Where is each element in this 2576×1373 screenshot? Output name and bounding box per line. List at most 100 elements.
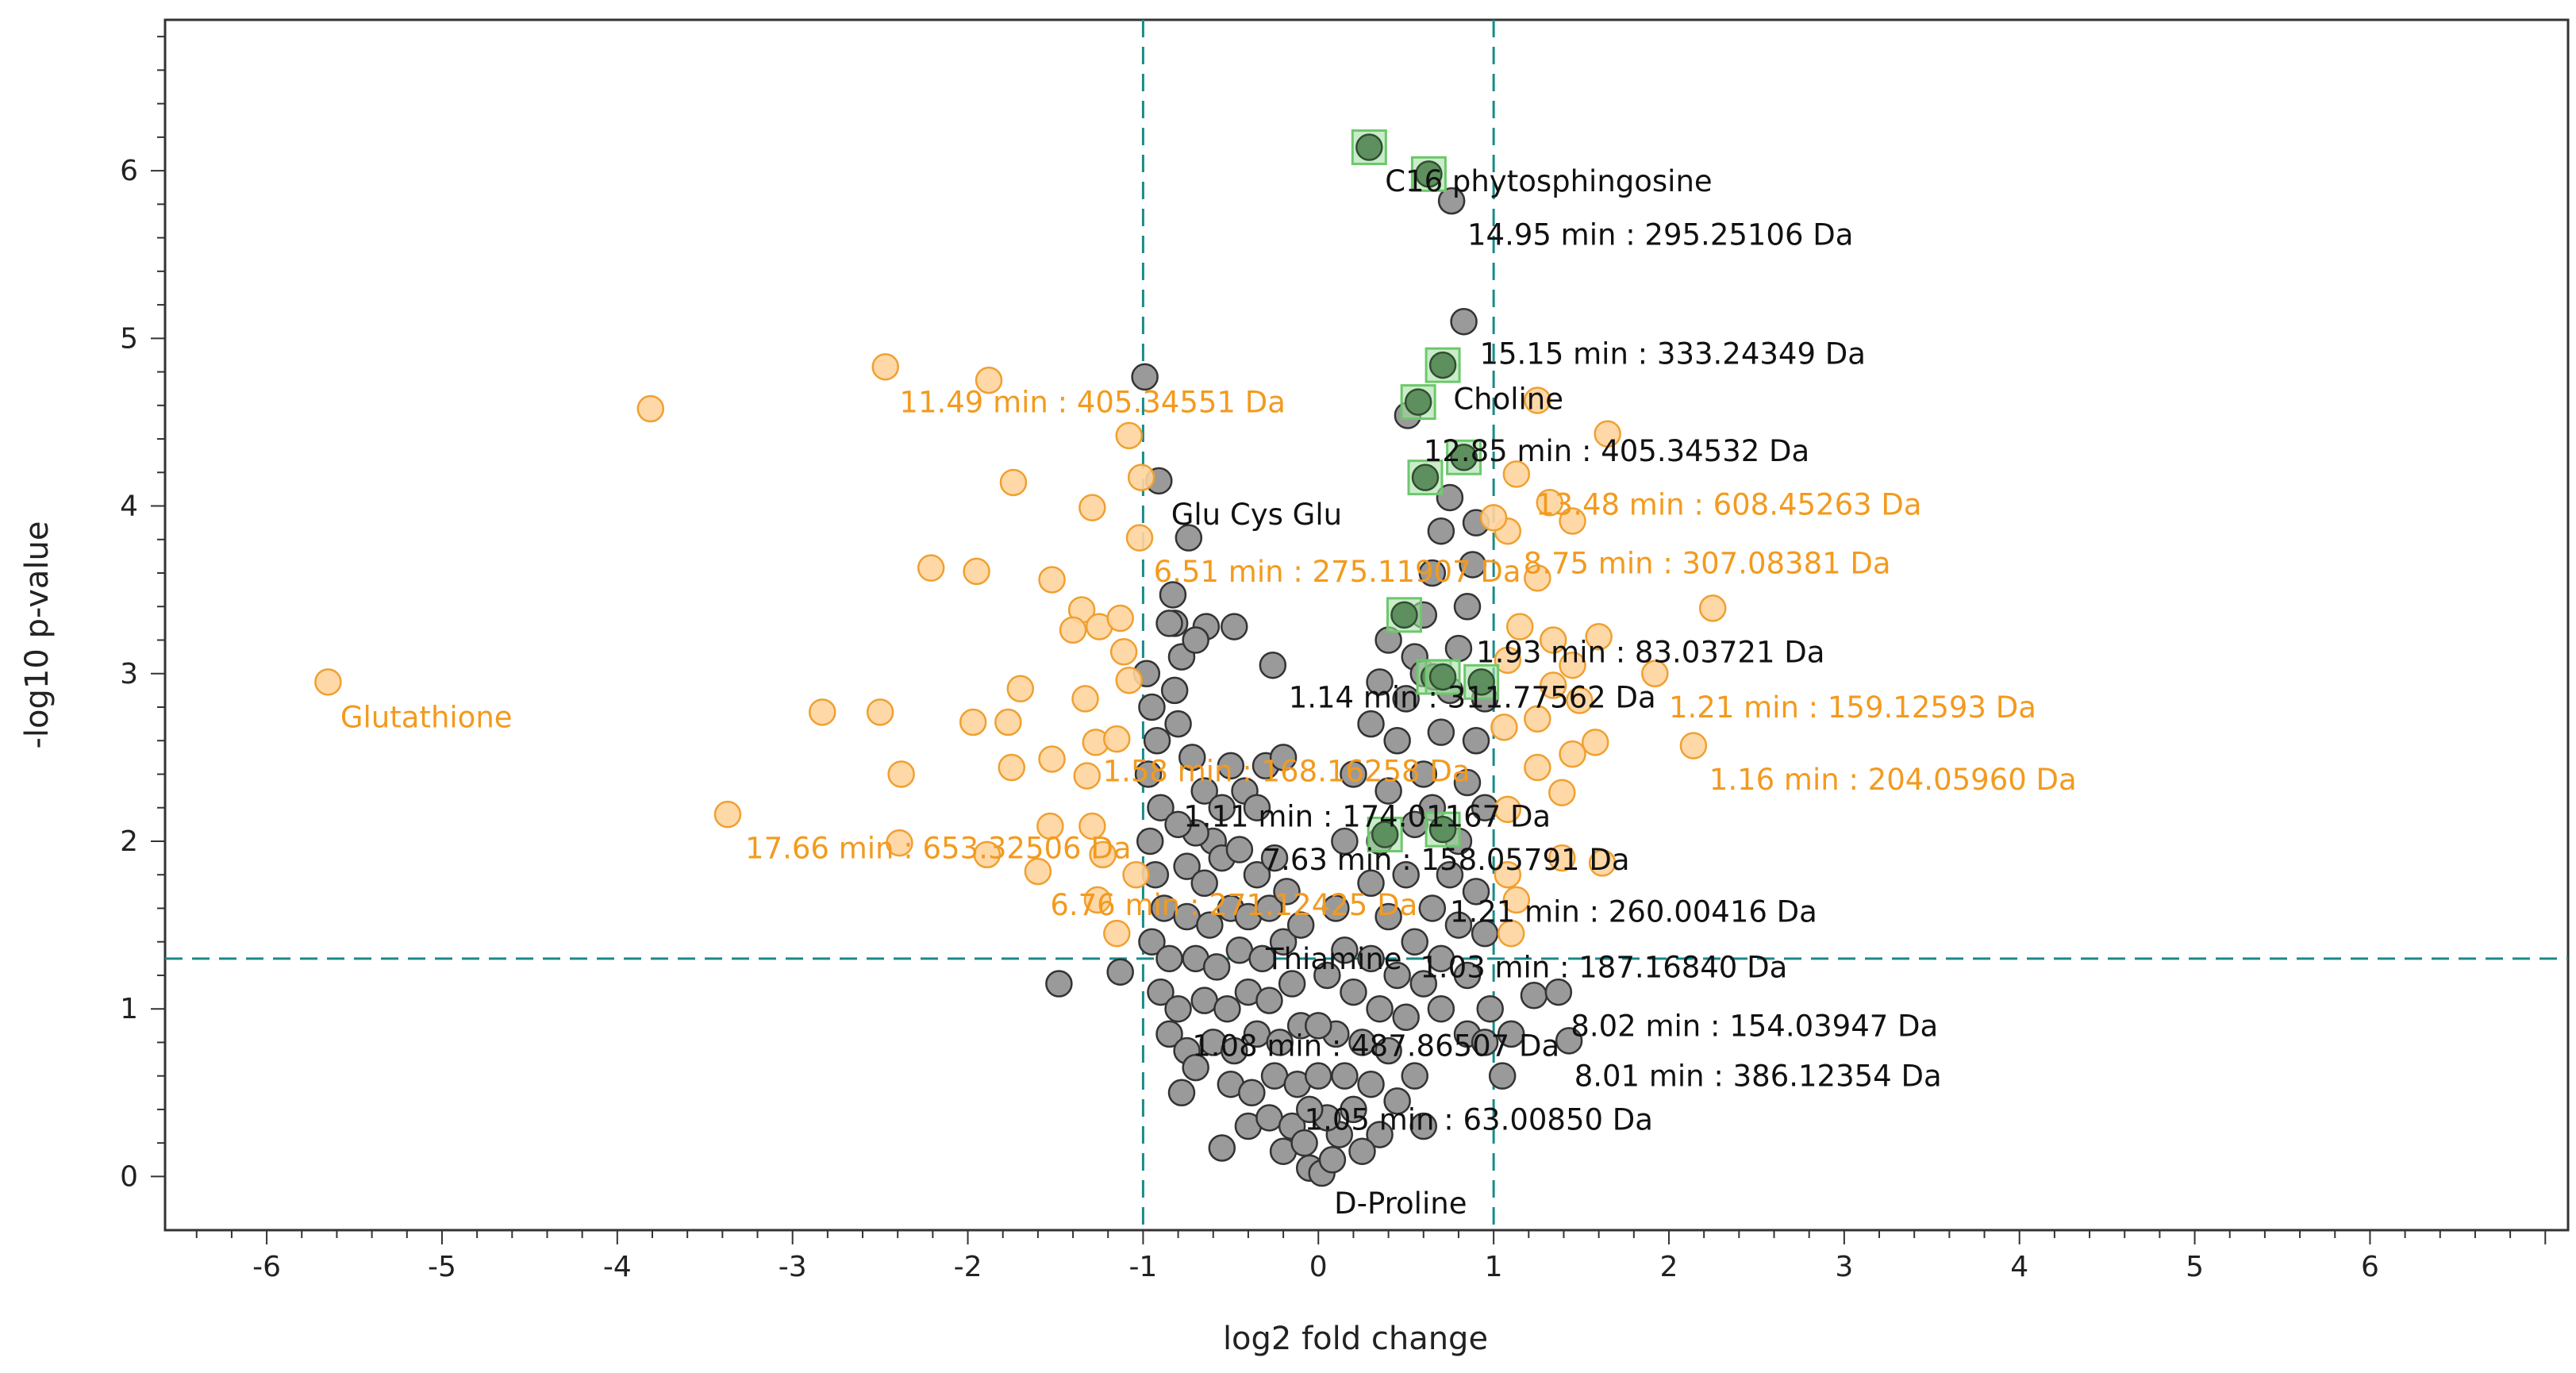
point-not-significant — [1318, 1146, 1347, 1174]
point-significant — [975, 366, 1003, 394]
point-significant — [1641, 660, 1669, 688]
point-not-significant — [1409, 970, 1438, 998]
point-highlighted — [1355, 133, 1383, 161]
point-annotation: Glu Cys Glu — [1171, 498, 1342, 532]
point-significant — [973, 840, 1002, 869]
annotations: C16 phytosphingosine 14.95 min : 295.2510… — [340, 164, 2077, 1221]
point-not-significant — [1437, 187, 1466, 215]
point-highlighted — [1428, 815, 1457, 844]
point-not-significant — [1221, 613, 1248, 640]
point-significant — [1524, 705, 1551, 733]
point-highlighted — [1428, 351, 1457, 379]
x-tick-label: 0 — [1309, 1251, 1328, 1283]
point-not-significant — [1255, 894, 1283, 922]
point-significant — [1539, 626, 1567, 654]
point-not-significant — [1147, 978, 1175, 1006]
point-significant — [1479, 504, 1508, 532]
point-significant — [808, 698, 836, 726]
x-tick-label: -4 — [603, 1251, 632, 1283]
point-not-significant — [1418, 894, 1447, 922]
point-not-significant — [1544, 978, 1573, 1006]
point-not-significant — [1238, 1079, 1266, 1107]
point-significant — [1038, 566, 1066, 594]
x-tick-label: 2 — [1660, 1251, 1678, 1283]
point-not-significant — [1255, 986, 1283, 1014]
point-significant — [1502, 886, 1531, 914]
x-tick-label: 5 — [2186, 1251, 2204, 1283]
point-not-significant — [1357, 710, 1385, 738]
point-not-significant — [1392, 860, 1420, 889]
point-not-significant — [1418, 559, 1447, 587]
x-tick-label: 4 — [2010, 1251, 2028, 1283]
point-significant — [1006, 675, 1035, 703]
point-significant — [1548, 844, 1576, 872]
point-annotation: 1.08 min : 487.86507 Da — [1192, 1029, 1559, 1063]
point-not-significant — [1340, 1095, 1367, 1124]
x-tick-label: 6 — [2361, 1251, 2379, 1283]
point-annotation: 1.11 min : 174.01167 Da — [1183, 799, 1551, 833]
point-significant — [1494, 860, 1522, 889]
point-not-significant — [1167, 1079, 1196, 1107]
y-tick-label: 0 — [120, 1160, 138, 1193]
point-not-significant — [1190, 869, 1218, 898]
point-not-significant — [1471, 1029, 1499, 1056]
point-significant — [1127, 463, 1155, 491]
point-annotation: 6.76 min : 271.12425 Da — [1050, 888, 1417, 922]
y-tick-label: 3 — [120, 658, 138, 690]
point-not-significant — [1106, 958, 1134, 986]
point-annotation: 1.21 min : 260.00416 Da — [1450, 895, 1817, 929]
point-not-significant — [1164, 810, 1192, 839]
plot-frame — [163, 18, 2570, 1232]
y-tick-label: 2 — [120, 825, 138, 858]
point-significant — [999, 468, 1028, 497]
x-tick-label: -1 — [1128, 1251, 1157, 1283]
point-significant — [1103, 725, 1131, 753]
point-not-significant — [1178, 744, 1206, 771]
point-significant — [1494, 646, 1522, 675]
point-not-significant — [1217, 752, 1245, 780]
point-significant — [887, 760, 915, 788]
point-not-significant — [1444, 634, 1473, 663]
point-significant — [636, 394, 665, 423]
point-not-significant — [1225, 836, 1254, 863]
point-not-significant — [1305, 1062, 1332, 1090]
point-not-significant — [1134, 760, 1163, 788]
point-not-significant — [1488, 1062, 1517, 1090]
point-significant — [1125, 524, 1154, 552]
point-not-significant — [1305, 1012, 1332, 1040]
point-not-significant — [1462, 878, 1490, 906]
point-not-significant — [1182, 1053, 1209, 1082]
point-not-significant — [1340, 760, 1367, 788]
point-not-significant — [1143, 726, 1171, 755]
point-not-significant — [1392, 685, 1420, 713]
point-significant — [1506, 613, 1534, 640]
point-not-significant — [1155, 944, 1183, 973]
point-not-significant — [1331, 1062, 1359, 1090]
point-not-significant — [1164, 994, 1192, 1023]
point-not-significant — [1243, 794, 1271, 821]
point-not-significant — [1436, 483, 1464, 512]
point-annotation: 12.85 min : 405.34532 Da — [1424, 434, 1809, 468]
point-annotation: Choline — [1453, 382, 1563, 416]
x-tick-label: 1 — [1485, 1251, 1503, 1283]
point-not-significant — [1444, 911, 1473, 939]
point-significant — [1059, 616, 1087, 644]
point-significant — [1502, 460, 1531, 488]
point-significant — [886, 829, 913, 857]
point-significant — [314, 668, 342, 696]
point-not-significant — [1459, 551, 1486, 579]
point-significant — [1679, 732, 1708, 760]
point-significant — [1073, 762, 1101, 790]
point-significant — [1588, 849, 1617, 877]
point-significant — [994, 708, 1022, 736]
point-not-significant — [1357, 869, 1385, 898]
point-significant — [1559, 651, 1586, 679]
point-significant — [1548, 779, 1576, 806]
point-not-significant — [1173, 852, 1201, 880]
point-not-significant — [1208, 1134, 1236, 1162]
point-not-significant — [1190, 777, 1218, 805]
point-not-significant — [1248, 944, 1276, 973]
point-annotation: D-Proline — [1334, 1186, 1467, 1221]
point-highlighted — [1371, 821, 1399, 848]
point-not-significant — [1225, 936, 1254, 964]
